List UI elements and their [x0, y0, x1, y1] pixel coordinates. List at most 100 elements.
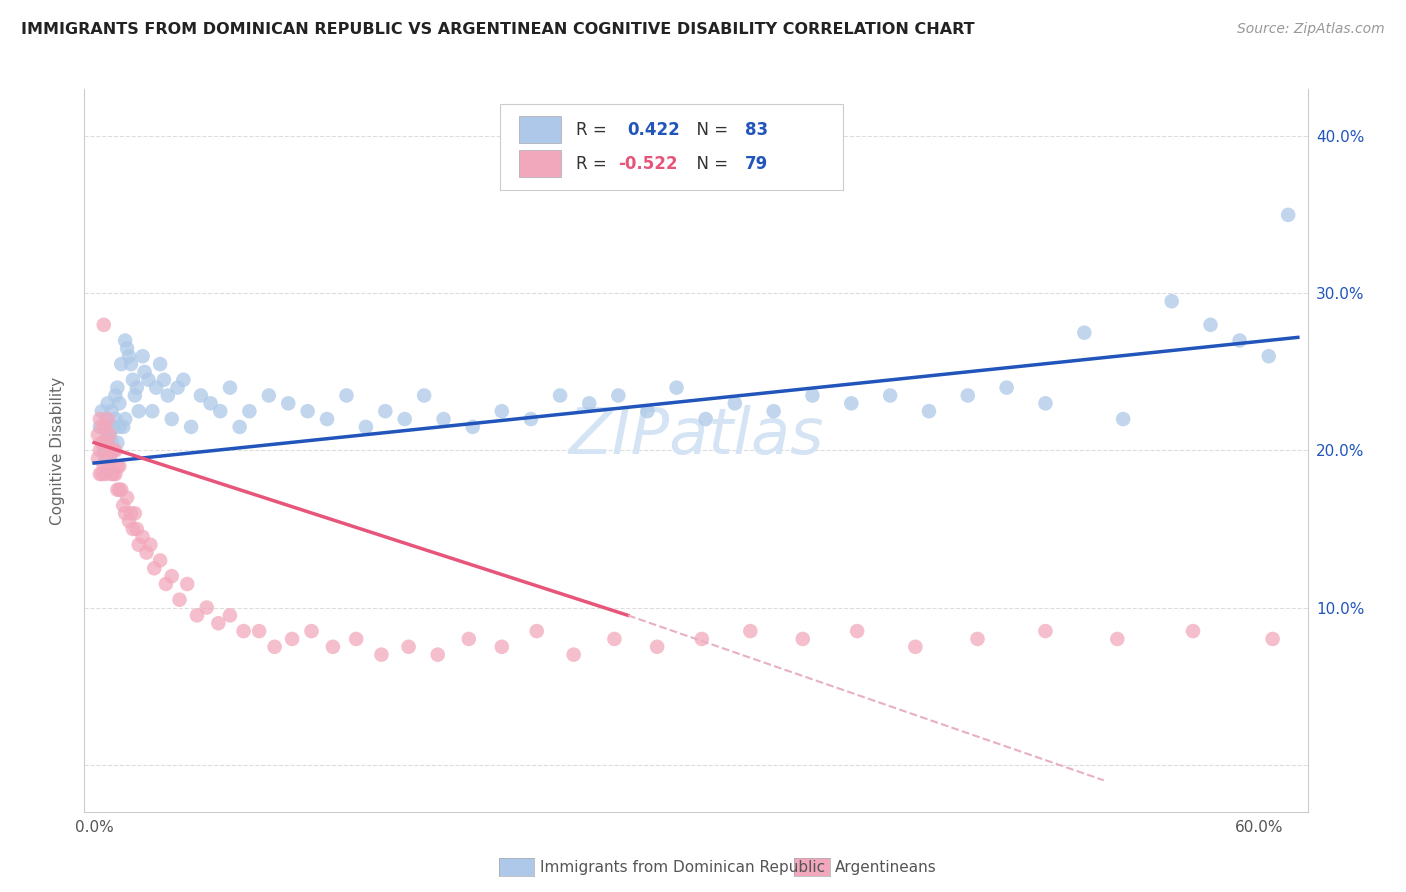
Text: N =: N =: [686, 154, 734, 173]
Point: [156, 388, 179, 402]
Point: [228, 420, 250, 434]
Point: [995, 381, 1018, 395]
Point: [122, 373, 145, 387]
Point: [94, 412, 117, 426]
Text: Immigrants from Dominican Republic: Immigrants from Dominican Republic: [540, 860, 825, 874]
FancyBboxPatch shape: [519, 116, 561, 144]
Point: [90, 404, 112, 418]
Point: [110, 483, 132, 497]
Point: [94, 420, 117, 434]
Point: [904, 640, 927, 654]
Point: [112, 499, 135, 513]
Point: [1277, 208, 1299, 222]
Point: [301, 624, 323, 639]
Point: [115, 342, 138, 356]
Point: [792, 632, 814, 646]
Point: [89, 467, 111, 481]
Point: [232, 624, 254, 639]
Point: [120, 357, 142, 371]
Point: [103, 443, 125, 458]
Point: [200, 396, 222, 410]
FancyBboxPatch shape: [519, 150, 561, 178]
Point: [160, 412, 183, 426]
Point: [160, 569, 183, 583]
Point: [105, 381, 128, 395]
Point: [108, 396, 131, 410]
Point: [97, 459, 120, 474]
Point: [138, 373, 160, 387]
Point: [1346, 616, 1368, 631]
Point: [110, 357, 132, 371]
Point: [263, 640, 285, 654]
Point: [97, 412, 120, 426]
Point: [120, 506, 142, 520]
Point: [93, 459, 115, 474]
Point: [169, 592, 191, 607]
Point: [105, 435, 128, 450]
Point: [98, 427, 121, 442]
Point: [335, 388, 357, 402]
Point: [370, 648, 392, 662]
Point: [238, 404, 260, 418]
Point: [1073, 326, 1095, 340]
Point: [344, 632, 367, 646]
Text: R =: R =: [576, 120, 612, 138]
Point: [209, 404, 232, 418]
Point: [695, 412, 717, 426]
Point: [97, 435, 120, 450]
Point: [219, 608, 242, 623]
Point: [145, 381, 167, 395]
Point: [118, 514, 141, 528]
Point: [124, 506, 146, 520]
Point: [190, 388, 212, 402]
Point: [125, 522, 148, 536]
Point: [93, 318, 115, 332]
Point: [281, 632, 304, 646]
Point: [143, 561, 166, 575]
Point: [645, 640, 668, 654]
Point: [108, 459, 131, 474]
Point: [374, 404, 396, 418]
Y-axis label: Cognitive Disability: Cognitive Disability: [51, 376, 65, 524]
Point: [114, 334, 136, 348]
Point: [413, 388, 436, 402]
Point: [603, 632, 626, 646]
Point: [526, 624, 548, 639]
Point: [690, 632, 713, 646]
Point: [520, 412, 543, 426]
Point: [1199, 318, 1222, 332]
Point: [114, 506, 136, 520]
Point: [90, 435, 112, 450]
Point: [394, 412, 416, 426]
Point: [149, 553, 172, 567]
Point: [180, 420, 202, 434]
Point: [94, 451, 117, 466]
Point: [1035, 624, 1057, 639]
Point: [108, 483, 131, 497]
Point: [94, 467, 117, 481]
Point: [98, 427, 121, 442]
Point: [103, 420, 125, 434]
Text: IMMIGRANTS FROM DOMINICAN REPUBLIC VS ARGENTINEAN COGNITIVE DISABILITY CORRELATI: IMMIGRANTS FROM DOMINICAN REPUBLIC VS AR…: [21, 22, 974, 37]
Point: [93, 443, 115, 458]
Point: [1160, 294, 1182, 309]
Point: [153, 373, 176, 387]
Point: [100, 443, 122, 458]
Point: [846, 624, 869, 639]
Point: [578, 396, 600, 410]
Point: [97, 396, 120, 410]
Point: [316, 412, 339, 426]
Point: [87, 451, 110, 466]
Point: [98, 451, 121, 466]
Point: [105, 483, 128, 497]
Point: [1229, 334, 1251, 348]
Point: [491, 404, 513, 418]
Point: [398, 640, 420, 654]
Point: [90, 420, 112, 434]
Point: [125, 381, 148, 395]
Point: [108, 420, 131, 434]
Point: [1112, 412, 1135, 426]
Point: [118, 349, 141, 363]
Point: [562, 648, 585, 662]
Point: [90, 467, 112, 481]
